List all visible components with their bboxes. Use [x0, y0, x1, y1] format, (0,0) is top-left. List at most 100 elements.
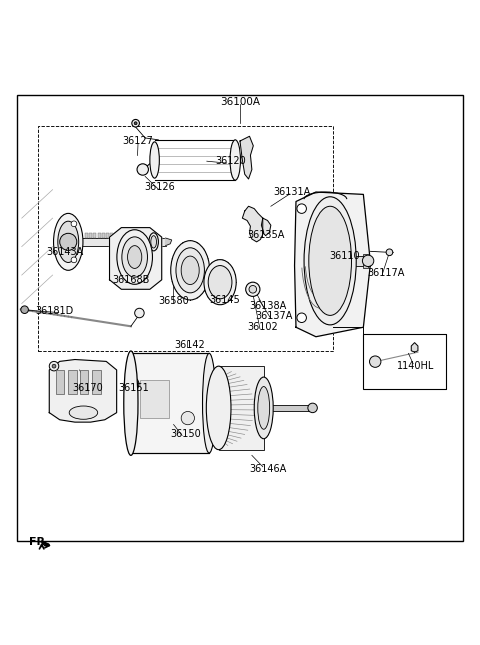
Circle shape [246, 282, 260, 297]
Circle shape [134, 122, 137, 124]
Polygon shape [411, 342, 418, 352]
Ellipse shape [304, 197, 356, 325]
Ellipse shape [171, 241, 210, 300]
Bar [80, 370, 88, 393]
Text: 36131A: 36131A [274, 187, 311, 197]
Ellipse shape [230, 140, 240, 180]
Ellipse shape [124, 351, 138, 455]
Bar [363, 334, 446, 389]
Text: 36110: 36110 [329, 251, 360, 261]
Text: 36137A: 36137A [255, 312, 293, 321]
Ellipse shape [258, 386, 270, 430]
Bar [38, 126, 333, 351]
Ellipse shape [149, 233, 158, 251]
Bar [83, 238, 166, 246]
Polygon shape [166, 238, 172, 246]
Circle shape [386, 249, 393, 255]
Text: 36135A: 36135A [247, 230, 285, 240]
Polygon shape [240, 136, 253, 179]
Text: 36102: 36102 [247, 322, 278, 332]
Ellipse shape [150, 142, 159, 178]
Text: 36120: 36120 [215, 156, 246, 166]
Polygon shape [42, 541, 49, 546]
Circle shape [362, 255, 374, 266]
Circle shape [71, 257, 77, 263]
Text: 36126: 36126 [144, 183, 175, 192]
Bar [85, 233, 88, 238]
Bar [110, 233, 113, 238]
Polygon shape [263, 218, 271, 235]
Bar [131, 353, 209, 453]
Ellipse shape [128, 246, 142, 268]
Text: 36138A: 36138A [249, 301, 286, 311]
Ellipse shape [206, 366, 231, 450]
Circle shape [181, 412, 194, 425]
Text: 36150: 36150 [170, 429, 201, 439]
Ellipse shape [54, 213, 83, 270]
Circle shape [21, 306, 28, 313]
Polygon shape [295, 192, 371, 337]
Bar [140, 381, 169, 418]
Ellipse shape [254, 377, 273, 439]
Text: 36117A: 36117A [368, 268, 405, 278]
Text: 1140HL: 1140HL [397, 361, 434, 371]
Text: 36181D: 36181D [35, 306, 73, 316]
Circle shape [129, 381, 135, 388]
Circle shape [137, 164, 148, 175]
Circle shape [249, 286, 257, 293]
Text: 36100A: 36100A [220, 97, 260, 107]
Circle shape [297, 313, 306, 322]
Ellipse shape [151, 235, 156, 248]
Circle shape [60, 233, 77, 250]
Circle shape [49, 361, 59, 371]
Bar [272, 405, 312, 411]
Bar [106, 233, 109, 238]
Circle shape [308, 403, 317, 413]
Ellipse shape [117, 230, 153, 284]
Ellipse shape [309, 206, 351, 315]
Ellipse shape [58, 221, 79, 263]
Bar [219, 366, 264, 450]
Text: 36151: 36151 [118, 383, 149, 393]
Bar [102, 233, 105, 238]
Polygon shape [242, 206, 264, 242]
Circle shape [132, 119, 139, 127]
Bar [363, 253, 368, 268]
Bar [92, 370, 100, 393]
Text: 36168B: 36168B [112, 275, 150, 285]
Bar [89, 233, 92, 238]
Text: 36580: 36580 [158, 296, 189, 306]
Circle shape [52, 364, 56, 368]
Ellipse shape [181, 256, 199, 284]
Circle shape [297, 204, 306, 213]
Polygon shape [109, 228, 162, 290]
Circle shape [125, 377, 139, 392]
Bar [97, 233, 100, 238]
Ellipse shape [204, 260, 236, 304]
Ellipse shape [208, 266, 232, 299]
Bar [155, 140, 235, 180]
Circle shape [71, 221, 77, 226]
Circle shape [135, 308, 144, 318]
Ellipse shape [122, 237, 147, 277]
Bar [56, 370, 64, 393]
Ellipse shape [176, 248, 204, 293]
Bar [68, 370, 77, 393]
Text: 36142: 36142 [175, 341, 205, 350]
Bar [128, 233, 131, 238]
Polygon shape [49, 359, 117, 422]
Text: 36145: 36145 [209, 295, 240, 304]
Text: 36143A: 36143A [46, 247, 83, 257]
Text: 36146A: 36146A [249, 464, 286, 473]
Ellipse shape [69, 406, 97, 419]
Circle shape [370, 356, 381, 368]
Bar [115, 233, 118, 238]
Text: FR.: FR. [29, 537, 49, 547]
Bar [123, 233, 126, 238]
Bar [119, 233, 122, 238]
Bar [335, 256, 371, 266]
Ellipse shape [203, 353, 216, 453]
Text: 36170: 36170 [72, 383, 103, 393]
Bar [94, 233, 96, 238]
Text: 36127: 36127 [122, 136, 154, 146]
